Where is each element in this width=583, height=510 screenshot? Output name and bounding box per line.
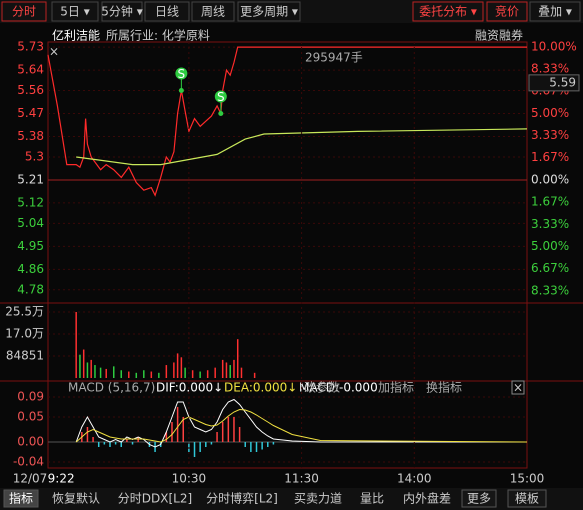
volume-note: 295947手 — [305, 51, 363, 65]
y2-tick-label: 5.00% — [531, 239, 569, 253]
tab-box[interactable] — [237, 1, 301, 22]
signal-label: S — [178, 67, 186, 81]
y-tick-label: 17.0万 — [5, 326, 44, 340]
tab-box[interactable] — [486, 1, 528, 22]
tab-box[interactable] — [1, 1, 47, 22]
bottom-tab[interactable]: 买卖力道 — [294, 492, 342, 506]
price-line — [47, 46, 527, 197]
y-tick-label: 25.5万 — [5, 304, 44, 318]
tab-box[interactable] — [507, 489, 547, 508]
x-tick-label: 11:30 — [284, 472, 319, 486]
y-tick-label: 5.47 — [17, 106, 44, 120]
y2-tick-label: 8.33% — [531, 62, 569, 76]
last-price: 5.59 — [549, 75, 576, 89]
x-tick-label: 14:00 — [397, 472, 432, 486]
y-tick-label: 4.86 — [17, 262, 44, 276]
y-tick-label: 5.38 — [17, 129, 44, 143]
tab-box[interactable] — [191, 1, 235, 22]
y2-tick-label: 3.33% — [531, 128, 569, 142]
y-tick-label: 0.09 — [17, 390, 44, 404]
signal-badge — [175, 67, 188, 80]
y2-tick-label: 5.00% — [531, 106, 569, 120]
bottom-tab[interactable]: 更多 — [467, 492, 491, 506]
bottom-bar — [0, 488, 583, 510]
bottom-tab[interactable]: 分时DDX[L2] — [118, 492, 192, 506]
y-tick-label: 5.64 — [17, 63, 44, 77]
margin-label: 融资融券 — [475, 28, 523, 43]
price-line — [76, 128, 528, 166]
tab[interactable]: 更多周期 ▾ — [240, 5, 298, 19]
y2-tick-label: 8.33% — [531, 283, 569, 297]
indicator-button[interactable]: 换指标 — [426, 380, 462, 395]
y-tick-label: 5.21 — [17, 172, 44, 186]
macd-line — [75, 408, 528, 443]
tab[interactable]: 委托分布 ▾ — [419, 5, 477, 19]
tab[interactable]: 5分钟 ▾ — [101, 4, 142, 19]
date-label: 12/07 — [13, 472, 48, 486]
y2-tick-label: 1.67% — [531, 195, 569, 209]
macd-line — [75, 398, 527, 448]
indicator-button[interactable]: 加指标 — [378, 380, 414, 395]
bottom-tab[interactable]: 恢复默认 — [52, 491, 100, 506]
signal-label: S — [217, 90, 225, 104]
bottom-tab[interactable]: 模板 — [515, 492, 539, 506]
y-tick-label: 5.3 — [25, 149, 44, 163]
y2-tick-label: 3.33% — [531, 217, 569, 231]
x-tick-label: 15:00 — [510, 472, 545, 486]
y-tick-label: -0.04 — [13, 455, 44, 469]
tab-box[interactable] — [144, 1, 190, 22]
y-tick-label: 5.04 — [17, 216, 44, 230]
macd-title: MACD (5,16,7) — [68, 381, 155, 395]
y-tick-label: 84851 — [6, 349, 44, 363]
toolbar-bg — [0, 0, 583, 23]
signal-dot — [218, 111, 224, 117]
tab[interactable]: 周线 — [201, 5, 225, 19]
tab-box[interactable] — [101, 1, 143, 22]
macd-readout: DEA:0.000↓ — [224, 381, 297, 395]
tab-box[interactable] — [51, 1, 99, 22]
signal-dot — [178, 88, 184, 94]
x-tick-label: 10:30 — [172, 472, 207, 486]
indicator-button[interactable]: 改参数 — [304, 380, 340, 395]
macd-readout: DIF:0.000↓ — [156, 381, 223, 395]
y2-tick-label: 6.67% — [531, 261, 569, 275]
y2-tick-label: 10.00% — [531, 39, 577, 53]
close-box[interactable] — [511, 380, 525, 395]
macd-readout: MACD:-0.000 — [299, 381, 378, 395]
bottom-tab[interactable]: 指标 — [9, 491, 33, 506]
tab[interactable]: 5日 ▾ — [60, 5, 89, 19]
bottom-tab[interactable]: 内外盘差 — [403, 491, 451, 506]
macd-close[interactable]: × — [513, 381, 523, 395]
y-tick-label: 5.12 — [17, 195, 44, 209]
y-tick-label: 0.00 — [17, 435, 44, 449]
stock-name: 亿利洁能 — [52, 28, 100, 43]
tab-box[interactable] — [529, 1, 581, 22]
y-tick-label: 0.05 — [17, 410, 44, 424]
y-tick-label: 5.73 — [17, 40, 44, 54]
chart-frame — [47, 41, 528, 469]
tab-box[interactable] — [461, 489, 497, 508]
industry: 所属行业: 化学原料 — [106, 28, 210, 43]
y2-tick-label: 0.00% — [531, 172, 569, 186]
y2-tick-label: 1.67% — [531, 150, 569, 164]
bottom-tab[interactable]: 量比 — [360, 492, 384, 506]
y-tick-label: 4.95 — [17, 239, 44, 253]
y-tick-label: 5.56 — [17, 83, 44, 97]
y-tick-label: 4.78 — [17, 282, 44, 296]
tab-box[interactable] — [412, 1, 484, 22]
tab[interactable]: 竞价 — [495, 5, 519, 19]
x-tick-label: 9:22 — [48, 472, 75, 486]
tab[interactable]: 日线 — [155, 5, 179, 19]
bottom-tab[interactable]: 分时博弈[L2] — [206, 491, 278, 506]
tab-box[interactable] — [3, 489, 39, 508]
tab[interactable]: 叠加 ▾ — [538, 5, 572, 19]
tab[interactable]: 分时 — [12, 5, 36, 19]
signal-badge — [214, 90, 227, 103]
last-price-box — [528, 74, 580, 92]
close-icon[interactable]: × — [49, 45, 59, 59]
